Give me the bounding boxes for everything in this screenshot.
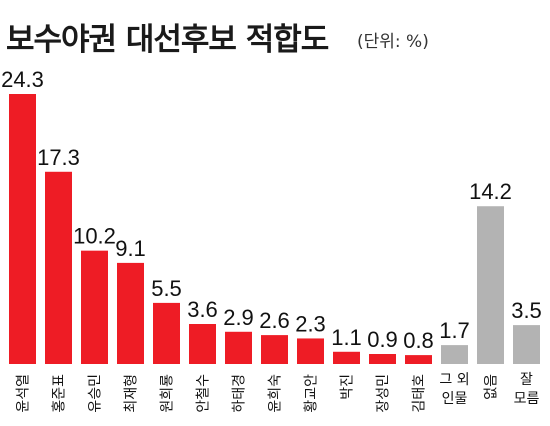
- bar-10: [369, 354, 396, 364]
- category-label-0: 윤석열: [16, 374, 32, 413]
- value-label-7: 2.6: [259, 308, 290, 333]
- bar-7: [261, 335, 288, 364]
- bar-5: [189, 324, 216, 364]
- category-label-14-line-0: 잘: [520, 372, 533, 388]
- category-label-2: 유승민: [88, 374, 104, 413]
- category-label-10: 장성민: [376, 374, 392, 413]
- unit-label: (단위: %): [357, 32, 429, 52]
- chart-title: 보수야권 대선후보 적합도: [6, 22, 329, 58]
- category-label-5: 안철수: [196, 374, 212, 413]
- category-label-13: 없음: [484, 374, 500, 400]
- value-label-6: 2.9: [223, 305, 254, 330]
- bar-12: [441, 345, 468, 364]
- value-label-2: 10.2: [73, 224, 116, 249]
- category-label-6: 하태경: [232, 374, 248, 413]
- value-label-3: 9.1: [115, 236, 146, 261]
- value-label-8: 2.3: [295, 311, 326, 336]
- category-label-14-line-1: 모름: [514, 391, 540, 407]
- value-label-9: 1.1: [331, 325, 362, 350]
- bar-9: [333, 351, 360, 364]
- bar-3: [117, 262, 144, 364]
- bar-4: [153, 302, 180, 364]
- value-label-1: 17.3: [37, 145, 80, 170]
- value-label-10: 0.9: [367, 327, 398, 352]
- category-label-7: 윤희숙: [268, 374, 284, 413]
- value-label-5: 3.6: [187, 297, 218, 322]
- value-label-12: 1.7: [439, 318, 470, 343]
- bar-8: [297, 338, 324, 364]
- value-label-11: 0.8: [403, 328, 434, 353]
- category-label-9: 박진: [340, 374, 356, 400]
- bar-1: [45, 171, 72, 364]
- bar-14: [513, 325, 540, 364]
- category-label-1: 홍준표: [52, 374, 68, 413]
- category-label-12-line-1: 인물: [442, 391, 468, 407]
- value-label-0: 24.3: [1, 67, 44, 92]
- category-label-8: 황교안: [304, 374, 320, 413]
- bar-13: [477, 206, 504, 364]
- value-label-14: 3.5: [511, 298, 542, 323]
- bar-0: [9, 94, 36, 364]
- category-label-4: 원희룡: [160, 374, 176, 413]
- bar-11: [405, 355, 432, 364]
- bar-2: [81, 250, 108, 364]
- value-label-4: 5.5: [151, 276, 182, 301]
- category-label-3: 최재형: [124, 374, 140, 413]
- category-label-12-line-0: 그 외: [439, 372, 469, 388]
- value-label-13: 14.2: [469, 179, 512, 204]
- category-label-11: 김태호: [412, 374, 428, 413]
- bar-6: [225, 331, 252, 364]
